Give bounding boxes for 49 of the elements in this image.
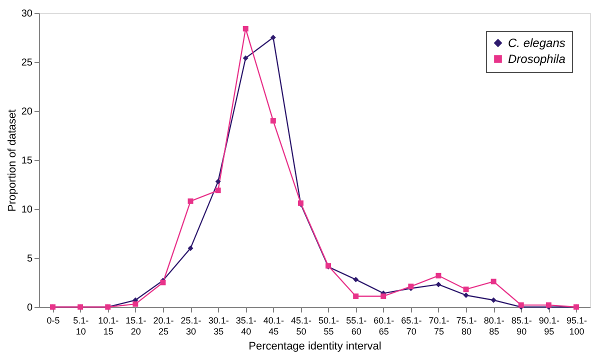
point <box>353 293 359 299</box>
point <box>490 278 496 284</box>
y-tick-label: 10 <box>21 204 33 216</box>
x-tick-label: 95.1-100 <box>566 316 587 336</box>
x-tick-label: 60.1-65 <box>374 316 394 336</box>
point <box>215 188 221 194</box>
x-tick-label: 65.1-70 <box>401 316 422 336</box>
point <box>270 34 276 40</box>
x-tick-label: 35.1-40 <box>236 316 256 336</box>
y-tick-label: 30 <box>21 8 33 20</box>
point <box>215 178 221 184</box>
point <box>242 55 248 61</box>
x-tick-label: 70.1-75 <box>428 316 450 336</box>
x-tick-label: 45.1-50 <box>290 316 312 336</box>
point <box>132 301 138 307</box>
legend-label: Drosophila <box>508 52 566 66</box>
point <box>490 297 496 303</box>
point <box>436 272 442 278</box>
point <box>353 276 359 282</box>
x-tick-label: 80.1-85 <box>484 316 504 336</box>
x-tick-label: 0-5 <box>46 316 60 326</box>
x-tick-label: 40.1-45 <box>263 316 284 336</box>
y-axis-title: Proportion of dataset <box>6 109 18 212</box>
point <box>188 198 194 204</box>
x-tick-label: 20.1-25 <box>153 316 174 336</box>
point <box>242 26 248 32</box>
point <box>270 118 276 124</box>
x-tick-label: 55.1-60 <box>346 316 367 336</box>
point <box>463 286 469 292</box>
y-tick-label: 20 <box>21 106 33 118</box>
x-tick-label: 90.1-95 <box>538 316 560 336</box>
legend-label: C. elegans <box>508 36 566 50</box>
x-tick-label: 75.1-80 <box>456 316 477 336</box>
x-axis-title: Percentage identity interval <box>248 340 382 352</box>
x-tick-label: 30.1-35 <box>208 316 229 336</box>
y-tick-label: 15 <box>21 156 33 166</box>
y-tick-label: 5 <box>26 254 33 264</box>
y-tick-label: 0 <box>26 302 33 314</box>
x-tick-label: 10.1-15 <box>98 316 119 336</box>
x-tick-label: 85.1-90 <box>511 316 532 336</box>
x-tick-label: 25.1-30 <box>180 316 202 336</box>
x-tick-label: 15.1-20 <box>126 316 146 336</box>
x-tick-label: 50.1-55 <box>318 316 340 336</box>
x-tick-label: 5.1-10 <box>73 316 89 336</box>
point <box>463 292 469 298</box>
point <box>188 245 194 251</box>
y-tick-label: 25 <box>21 58 33 68</box>
point <box>436 282 442 288</box>
point <box>380 293 386 299</box>
